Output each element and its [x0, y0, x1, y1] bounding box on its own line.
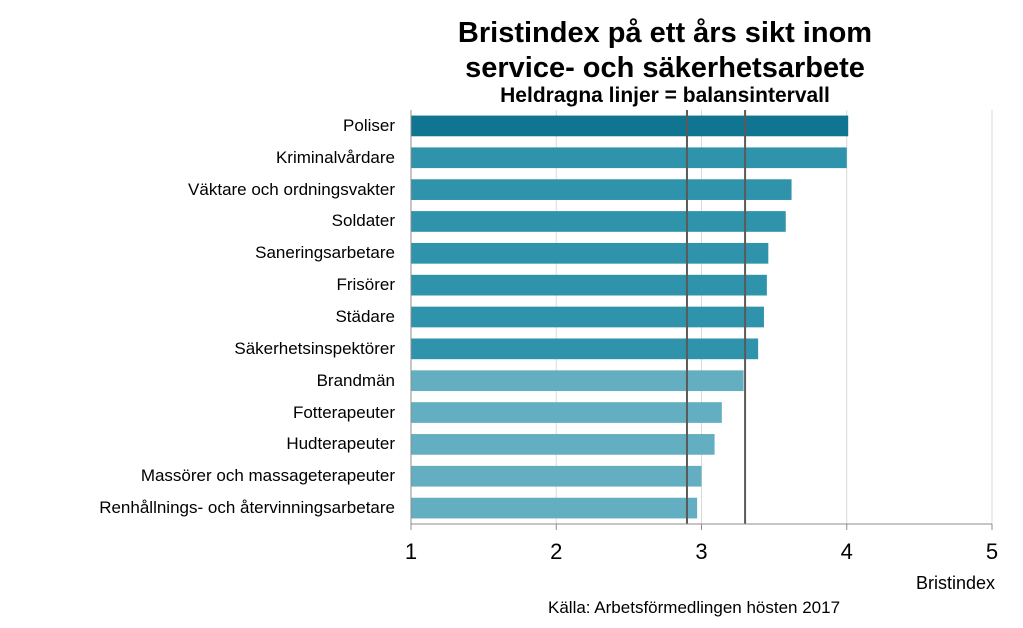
bar	[411, 147, 847, 169]
category-label: Poliser	[343, 115, 395, 135]
category-label: Väktare och ordningsvakter	[188, 179, 395, 199]
x-tick-label: 5	[985, 539, 999, 564]
category-label: Renhållnings- och återvinningsarbetare	[99, 498, 395, 518]
bar	[411, 402, 722, 423]
category-label: Massörer och massageterapeuter	[140, 466, 395, 486]
x-tick-label: 4	[840, 539, 853, 564]
chart-subtitle: Heldragna linjer = balansintervall	[500, 84, 830, 107]
category-label: Frisörer	[336, 275, 395, 295]
bar	[411, 179, 792, 200]
x-tick-label: 2	[550, 539, 563, 564]
bar	[411, 497, 698, 519]
bar	[411, 465, 702, 487]
category-label: Hudterapeuter	[286, 434, 395, 454]
x-tick-label: 3	[695, 539, 708, 564]
category-label: Städare	[335, 307, 395, 326]
bar	[411, 274, 767, 296]
x-tick-label: 1	[404, 539, 418, 564]
bar	[411, 242, 769, 264]
bar	[411, 115, 849, 137]
bar	[411, 370, 744, 392]
bar	[411, 338, 759, 360]
x-axis-label: Bristindex	[915, 573, 995, 593]
category-label: Brandmän	[316, 370, 395, 390]
category-label: Saneringsarbetare	[255, 243, 395, 263]
bar	[411, 434, 715, 455]
source-note: Källa: Arbetsförmedlingen hösten 2017	[548, 598, 841, 617]
category-label: Kriminalvårdare	[275, 147, 395, 167]
bar	[411, 211, 786, 232]
category-label: Säkerhetsinspektörer	[234, 338, 395, 358]
chart-title-line2: service- och säkerhetsarbete	[465, 52, 865, 84]
category-label: Soldater	[331, 211, 395, 231]
chart-title: Bristindex på ett års sikt inom	[457, 17, 873, 49]
category-label: Fotterapeuter	[292, 402, 395, 422]
bar	[411, 306, 764, 328]
